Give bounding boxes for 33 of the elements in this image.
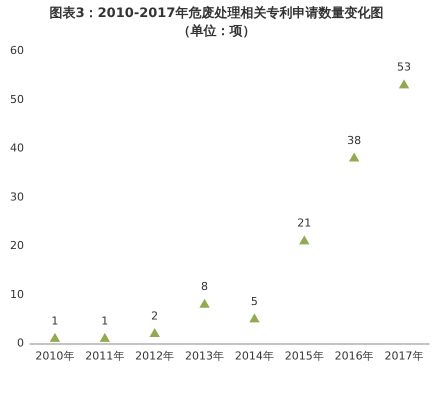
point [100, 333, 110, 342]
x-tick-label: 2011年 [85, 349, 124, 362]
point [349, 152, 360, 162]
data-label: 2 [151, 309, 158, 322]
data-label: 5 [250, 294, 258, 308]
x-tick-label: 2017年 [384, 349, 424, 362]
point [399, 80, 409, 88]
x-tick-label: 2014年 [234, 349, 274, 362]
data-label: 8 [201, 280, 208, 294]
point [50, 333, 60, 342]
point [150, 328, 160, 338]
y-tick-label: 20 [10, 239, 24, 252]
chart-subtitle: （单位：项） [178, 22, 256, 39]
y-tick-label: 30 [10, 190, 24, 204]
y-tick-label: 60 [10, 44, 24, 58]
y-tick-label: 50 [10, 92, 24, 106]
x-tick-label: 2012年 [135, 349, 174, 362]
data-label: 38 [347, 134, 362, 147]
data-label: 21 [297, 216, 312, 230]
data-label: 1 [51, 314, 58, 328]
data-label: 53 [397, 60, 412, 74]
x-tick-label: 2013年 [185, 349, 224, 362]
y-tick-label: 0 [16, 336, 24, 350]
x-tick-label: 2016年 [334, 349, 374, 362]
x-tick-label: 2010年 [35, 349, 74, 362]
point [200, 299, 210, 308]
x-tick-label: 2015年 [284, 349, 324, 362]
point [250, 314, 260, 322]
y-tick-label: 10 [10, 288, 24, 301]
data-label: 1 [101, 314, 108, 328]
chart-title: 图表3：2010-2017年危废处理相关专利申请数量变化图 [50, 5, 384, 22]
point [299, 236, 310, 244]
y-tick-label: 40 [10, 142, 24, 155]
